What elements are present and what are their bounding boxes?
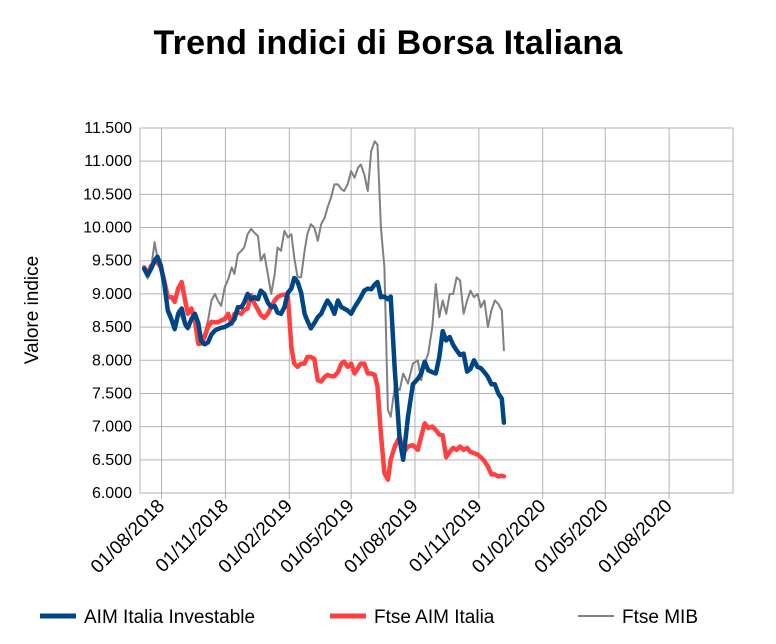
y-tick-label: 9.000 — [92, 286, 132, 303]
y-tick-label: 11.000 — [84, 153, 132, 170]
series-line-aim-italia-investable — [141, 254, 507, 463]
x-axis-ticks: 01/08/201801/11/201801/02/201901/05/2019… — [87, 496, 677, 578]
legend: AIM Italia Investable Ftse AIM Italia Ftse… — [40, 607, 698, 628]
y-tick-label: 11.500 — [84, 120, 132, 137]
grid-lines — [139, 127, 734, 499]
y-tick-label: 8.000 — [92, 352, 132, 369]
series-lines — [141, 140, 507, 482]
y-tick-label: 10.000 — [83, 220, 132, 237]
y-tick-label: 6.000 — [92, 485, 132, 502]
y-tick-label: 10.500 — [83, 186, 132, 203]
y-tick-label: 9.500 — [92, 253, 132, 270]
legend-label: Ftse AIM Italia — [374, 607, 495, 628]
y-axis-label: Valore indice — [22, 256, 43, 364]
y-tick-label: 7.500 — [92, 385, 132, 402]
y-axis-ticks: 6.000 6.500 7.000 7.500 8.000 8.500 9.000 9.500… — [83, 120, 132, 502]
chart-title: Trend indici di Borsa Italiana — [153, 24, 623, 62]
plot-frame — [139, 127, 734, 494]
y-tick-label: 6.500 — [92, 452, 132, 469]
legend-label: Ftse MIB — [622, 607, 698, 628]
legend-label: AIM Italia Investable — [84, 607, 255, 628]
y-tick-label: 7.000 — [92, 419, 132, 436]
y-tick-label: 8.500 — [92, 319, 132, 336]
